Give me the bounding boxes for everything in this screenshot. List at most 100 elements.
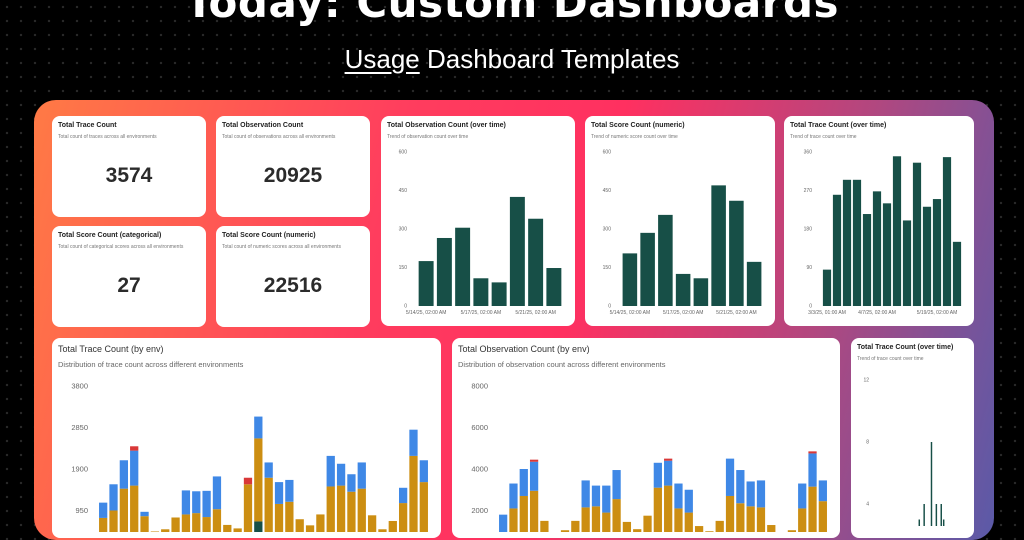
bar-segment (399, 503, 408, 532)
chart-card-observation-count-by-env[interactable]: Total Observation Count (by env) Distrib… (452, 338, 840, 538)
bar-segment (808, 451, 817, 454)
bar (528, 218, 544, 306)
bar-segment (254, 416, 263, 439)
bar-segment (274, 482, 284, 504)
bar-segment (264, 462, 273, 478)
y-tick-label: 150 (603, 265, 612, 271)
bar (675, 273, 691, 306)
dashboard-frame: Total Trace Count Total count of traces … (34, 100, 994, 540)
kpi-value: 27 (117, 274, 141, 297)
bar-segment (336, 485, 346, 532)
bar-segment (694, 526, 704, 532)
bar-segment (150, 531, 160, 532)
bar-segment (295, 519, 304, 532)
card-title: Total Trace Count (over time) (857, 344, 954, 351)
bar-segment (684, 512, 693, 532)
bar-segment (591, 506, 601, 532)
bar-segment (705, 531, 714, 532)
y-tick-label: 300 (399, 227, 408, 233)
bar (952, 241, 962, 306)
bar-segment (736, 503, 745, 532)
bar-segment (399, 487, 408, 504)
bar-segment (612, 470, 621, 500)
bar (852, 179, 862, 306)
bar (832, 194, 842, 306)
y-tick-label: 6000 (471, 423, 488, 432)
y-tick-label: 8000 (471, 382, 488, 391)
bar-segment (736, 470, 745, 504)
bar-segment (285, 479, 294, 502)
bar (622, 253, 638, 306)
stacked-bar-chart: 950 1900 2850 3800 (71, 382, 428, 532)
bar-segment (130, 446, 139, 451)
bar-segment (612, 499, 621, 532)
kpi-card-score-count-categorical[interactable]: Total Score Count (categorical) Total co… (52, 226, 206, 327)
y-tick-label: 950 (75, 506, 88, 515)
card-description: Trend of trace count over time (790, 134, 857, 140)
bar-segment (419, 460, 428, 483)
x-tick-label: 5/19/25, 02:00 AM (917, 310, 958, 316)
bar-segment (664, 458, 673, 461)
x-tick-label: 5/14/25, 02:00 AM (610, 310, 651, 316)
bar-segment (378, 529, 387, 532)
bar-segment (99, 502, 108, 518)
chart-card-observation-count-over-time[interactable]: Total Observation Count (over time) Tren… (381, 116, 575, 326)
bar-segment (756, 507, 766, 532)
y-tick-label: 2000 (471, 506, 488, 515)
y-tick-label: 2850 (71, 423, 88, 432)
x-tick-label: 5/17/25, 02:00 AM (663, 310, 704, 316)
bar (922, 206, 932, 306)
bar-segment (409, 455, 418, 532)
kpi-card-score-count-numeric[interactable]: Total Score Count (numeric) Total count … (216, 226, 370, 327)
bar (473, 278, 489, 306)
bar (902, 220, 912, 306)
card-description: Total count of numeric scores across all… (222, 244, 341, 250)
bar-segment (274, 503, 284, 532)
bar (918, 519, 921, 526)
card-title: Total Score Count (numeric) (222, 232, 316, 239)
y-tick-label: 600 (603, 150, 612, 156)
chart-card-trace-count-by-env[interactable]: Total Trace Count (by env) Distribution … (52, 338, 441, 538)
bar-segment (202, 517, 211, 532)
bar-segment (664, 460, 673, 486)
bar-segment (243, 484, 253, 532)
bar-segment (818, 480, 827, 502)
stacked-bar-chart: 2000 4000 6000 8000 (471, 382, 827, 532)
bar-segment (140, 511, 149, 517)
bar-segment (633, 529, 642, 532)
bar (912, 162, 922, 306)
card-title: Total Trace Count (58, 122, 117, 129)
bar (942, 157, 952, 306)
kpi-value: 22516 (263, 274, 323, 297)
bar (640, 232, 655, 306)
bar-segment (529, 461, 539, 491)
bar (930, 442, 933, 526)
x-tick-label: 5/14/25, 02:00 AM (406, 310, 447, 316)
bar-segment (212, 476, 222, 510)
bar-segment (653, 487, 662, 532)
bar-segment (529, 490, 539, 532)
y-tick-label: 360 (804, 150, 813, 156)
bar-segment (119, 488, 128, 532)
y-tick-label: 270 (804, 188, 813, 194)
chart-card-score-count-numeric[interactable]: Total Score Count (numeric) Trend of num… (585, 116, 775, 326)
card-title: Total Observation Count (over time) (387, 122, 506, 129)
kpi-card-total-trace-count[interactable]: Total Trace Count Total count of traces … (52, 116, 206, 217)
bar (418, 261, 434, 306)
card-title: Total Observation Count (by env) (458, 344, 590, 354)
chart-card-trace-count-over-time-2[interactable]: Total Trace Count (over time) Trend of t… (851, 338, 974, 538)
bar-segment (285, 501, 294, 532)
bar-segment (509, 483, 518, 509)
bar (436, 237, 452, 306)
bar-segment (674, 483, 683, 509)
chart-card-trace-count-over-time[interactable]: Total Trace Count (over time) Trend of t… (784, 116, 974, 326)
x-tick-label: 3/3/25, 01:00 AM (808, 310, 846, 316)
card-description: Distribution of trace count across diffe… (58, 360, 244, 369)
bar-segment (540, 520, 549, 532)
y-tick-label: 8 (866, 440, 869, 446)
bar-segment (560, 530, 570, 532)
bar (455, 227, 471, 306)
y-tick-label: 12 (863, 378, 869, 384)
bar-segment (581, 480, 590, 508)
kpi-card-total-observation-count[interactable]: Total Observation Count Total count of o… (216, 116, 370, 217)
